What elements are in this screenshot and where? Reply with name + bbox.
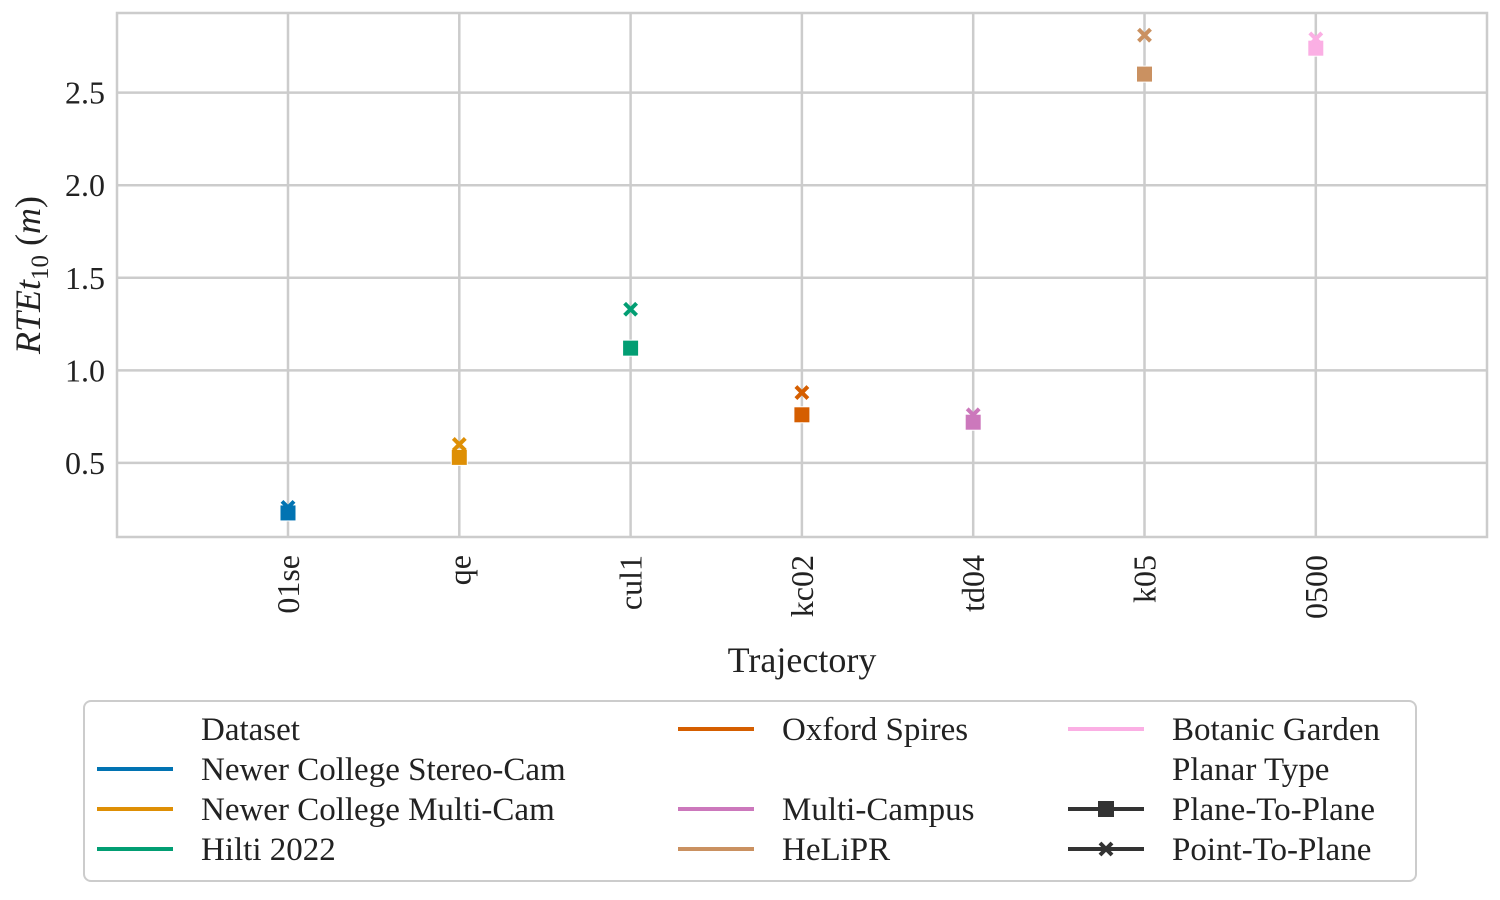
point-plane-to-plane bbox=[622, 339, 640, 357]
y-tick-label: 0.5 bbox=[65, 445, 105, 481]
legend-label: Point-To-Plane bbox=[1172, 832, 1371, 868]
x-tick-label: td04 bbox=[955, 555, 991, 612]
legend-box bbox=[83, 700, 1417, 882]
plot-frame bbox=[115, 11, 1489, 539]
point-point-to-plane bbox=[280, 499, 296, 515]
x-tick-label: qe bbox=[441, 555, 477, 585]
y-tick-label: 1.5 bbox=[65, 260, 105, 296]
x-tick-label: cul1 bbox=[613, 555, 649, 610]
x-axis-ticks: 01se qe cul1 kc02 td04 k05 0500 bbox=[270, 555, 1334, 619]
y-tick-label: 2.0 bbox=[65, 167, 105, 203]
y-axis-label: RTEt10 (m) bbox=[8, 196, 54, 355]
legend-x-marker bbox=[1098, 841, 1114, 857]
point-plane-to-plane bbox=[793, 406, 811, 424]
legend-label: Plane-To-Plane bbox=[1172, 792, 1375, 828]
x-tick-label: 0500 bbox=[1298, 555, 1334, 619]
point-plane-to-plane bbox=[1136, 65, 1153, 83]
point-point-to-plane bbox=[451, 437, 467, 452]
point-point-to-plane bbox=[794, 385, 810, 400]
y-axis-label-main: RTEt bbox=[8, 279, 48, 355]
x-axis-label: Trajectory bbox=[728, 640, 877, 680]
legend: Dataset Newer College Stereo-Cam Newer Col… bbox=[83, 700, 1417, 882]
legend-title-dataset: Dataset bbox=[201, 712, 300, 748]
legend-items: Dataset Newer College Stereo-Cam Newer Col… bbox=[97, 712, 1380, 868]
x-tick-label: 01se bbox=[270, 555, 306, 614]
legend-label: Newer College Stereo-Cam bbox=[201, 752, 566, 788]
y-axis-label-open-paren: ( bbox=[8, 234, 48, 255]
legend-label: HeLiPR bbox=[782, 832, 890, 868]
y-tick-label: 2.5 bbox=[65, 75, 105, 111]
x-tick-label: k05 bbox=[1127, 555, 1163, 603]
point-plane-to-plane bbox=[450, 448, 468, 466]
point-point-to-plane bbox=[1308, 31, 1324, 47]
point-point-to-plane bbox=[965, 407, 981, 423]
x-tick-label: kc02 bbox=[784, 555, 820, 617]
legend-label: Hilti 2022 bbox=[201, 832, 336, 868]
legend-label: Multi-Campus bbox=[782, 792, 975, 828]
y-tick-label: 1.0 bbox=[65, 352, 105, 388]
grid-lines bbox=[117, 13, 1487, 537]
legend-label: Botanic Garden bbox=[1172, 712, 1380, 748]
y-axis-label-close-paren: ) bbox=[8, 196, 48, 208]
y-axis-ticks: 0.5 1.0 1.5 2.0 2.5 bbox=[65, 75, 105, 481]
point-point-to-plane bbox=[1137, 27, 1152, 43]
legend-label: Newer College Multi-Cam bbox=[201, 792, 555, 828]
legend-square-marker bbox=[1098, 801, 1114, 817]
data-points bbox=[279, 27, 1325, 522]
legend-label: Oxford Spires bbox=[782, 712, 968, 748]
y-axis-label-unit: m bbox=[8, 208, 48, 234]
point-point-to-plane bbox=[623, 301, 639, 317]
legend-title-planar-type: Planar Type bbox=[1172, 752, 1329, 788]
y-axis-label-subscript: 10 bbox=[27, 255, 54, 280]
